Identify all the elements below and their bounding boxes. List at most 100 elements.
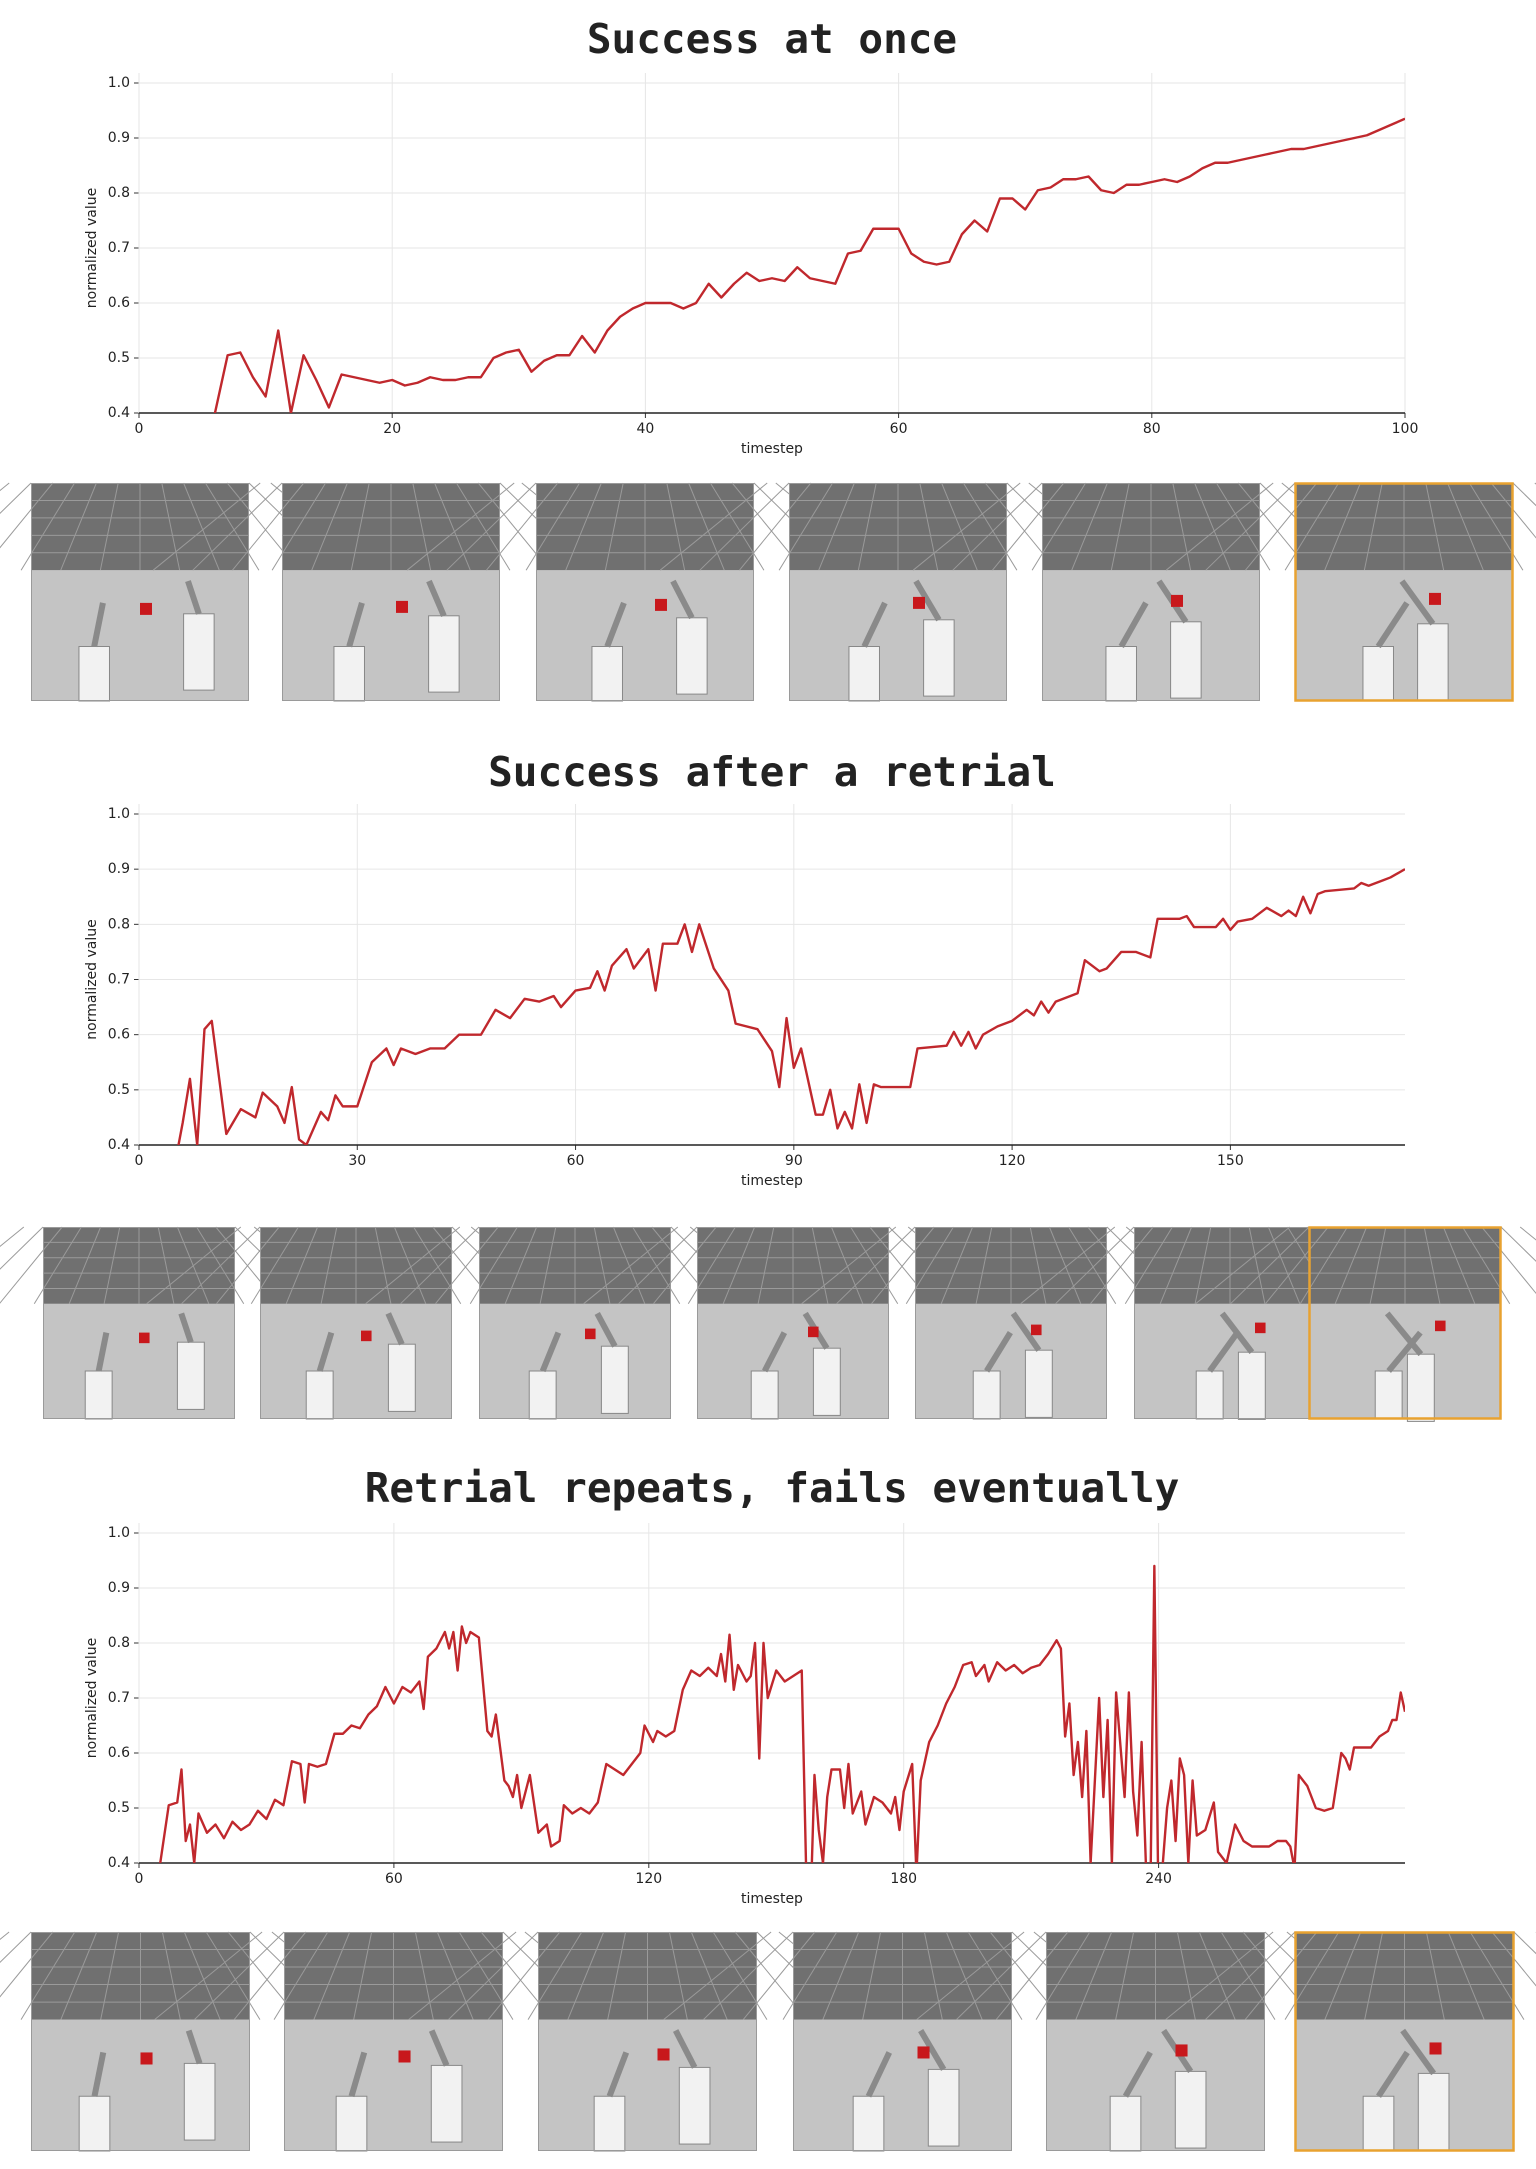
backdrop-grid (103, 1226, 121, 1304)
right-hand (385, 1312, 405, 1346)
backdrop-grid (311, 482, 348, 571)
backdrop-grid (413, 1226, 462, 1305)
backdrop-grid (448, 1931, 539, 2020)
thumbnail (916, 1931, 1395, 2152)
backdrop-grid (941, 482, 978, 571)
backdrop-grid (1447, 482, 1484, 571)
x-tick-label: 0 (135, 421, 144, 437)
x-tick-label: 120 (999, 1153, 1026, 1169)
backdrop-grid (1248, 1226, 1266, 1304)
backdrop-grid (487, 1931, 561, 2020)
cube (1429, 2042, 1442, 2055)
left-arm (1195, 1370, 1224, 1420)
backdrop-grid (1110, 482, 1130, 571)
x-tick-label: 30 (348, 1153, 366, 1169)
y-tick-label: 0.5 (108, 1800, 130, 1816)
backdrop-grid (1198, 1931, 1236, 2020)
right-hand (1010, 1311, 1042, 1352)
left-hand (865, 2051, 892, 2098)
backdrop-grid (469, 1226, 518, 1305)
right-hand (673, 2029, 698, 2069)
right-arm (812, 1347, 841, 1416)
cube (585, 1328, 596, 1340)
left-arm (591, 646, 623, 702)
thumb-border (1294, 482, 1514, 702)
left-hand (1207, 1330, 1240, 1373)
backdrop-grid (1284, 1931, 1340, 2020)
cube (1435, 1320, 1446, 1332)
backdrop-grid (1425, 1931, 1445, 2020)
backdrop-grid (992, 482, 1065, 571)
thumb-border (536, 483, 754, 701)
backdrop-grid (687, 1226, 736, 1305)
cube (140, 602, 152, 615)
left-arm (333, 646, 365, 702)
left-arm (528, 1370, 557, 1420)
backdrop-grid (154, 1931, 263, 2020)
backdrop-grid (0, 482, 54, 549)
right-hand (428, 2029, 450, 2067)
backdrop-grid (1020, 1226, 1116, 1305)
backdrop-grid (956, 1931, 1047, 2020)
thumb-border (31, 1932, 250, 2151)
left-arm (750, 1370, 779, 1420)
backdrop-grid (952, 482, 1043, 571)
backdrop-grid (782, 1931, 838, 2020)
right-arm (1024, 1349, 1053, 1418)
floor-shade (43, 1303, 235, 1419)
backdrop-grid (1068, 1226, 1117, 1305)
thumb-border (284, 1932, 503, 2151)
x-tick-label: 0 (135, 1153, 144, 1169)
left-hand (91, 602, 106, 648)
backdrop-grid (194, 1931, 285, 2020)
y-tick-label: 0.6 (108, 1745, 130, 1761)
right-hand (1399, 579, 1436, 626)
cube (361, 1330, 372, 1342)
backdrop-grid (1481, 1226, 1536, 1295)
right-arm (1237, 1351, 1266, 1420)
thumb-border (789, 483, 1007, 701)
backdrop-grid (271, 482, 327, 571)
backdrop-grid (233, 1931, 307, 2020)
backdrop-grid (830, 1226, 864, 1304)
right-hand (178, 1312, 194, 1344)
left-arm (1109, 2095, 1142, 2152)
backdrop-grid (1491, 1931, 1536, 1987)
cube (139, 1332, 150, 1344)
backdrop-grid (870, 1226, 935, 1305)
backdrop-grid (1220, 1931, 1276, 2020)
backdrop-grid (604, 482, 624, 571)
left-hand (1118, 601, 1149, 648)
backdrop-grid (1194, 1226, 1212, 1304)
right-arm (430, 2064, 463, 2143)
right-arm (600, 1345, 629, 1414)
backdrop-grid (652, 1226, 717, 1305)
left-arm (1362, 2095, 1395, 2152)
backdrop-grid (1442, 1226, 1476, 1304)
backdrop-grid (434, 482, 471, 571)
left-hand (604, 601, 627, 648)
backdrop-grid (0, 482, 10, 492)
backdrop-grid (406, 482, 515, 571)
backdrop-grid (663, 1931, 772, 2020)
backdrop-grid (20, 482, 76, 571)
x-tick-label: 20 (383, 421, 401, 437)
left-hand (984, 1331, 1013, 1373)
backdrop-grid (1363, 482, 1383, 571)
thumb-border (793, 1932, 1012, 2151)
backdrop-grid (962, 482, 1018, 571)
backdrop-grid (1299, 1226, 1348, 1305)
thumbnail (0, 1226, 349, 1420)
thumbnail (408, 1931, 887, 2152)
right-arm (676, 617, 708, 695)
backdrop-grid (618, 1226, 698, 1305)
x-tick-label: 180 (890, 1871, 917, 1887)
cube (808, 1326, 819, 1338)
backdrop-grid (183, 1931, 221, 2020)
backdrop-grid (1423, 1226, 1441, 1304)
thumbnail (912, 482, 1390, 702)
right-arm (176, 1341, 205, 1410)
backdrop-grid (1124, 1226, 1173, 1305)
x-tick-label: 240 (1145, 1871, 1172, 1887)
backdrop-grid (374, 1226, 392, 1304)
